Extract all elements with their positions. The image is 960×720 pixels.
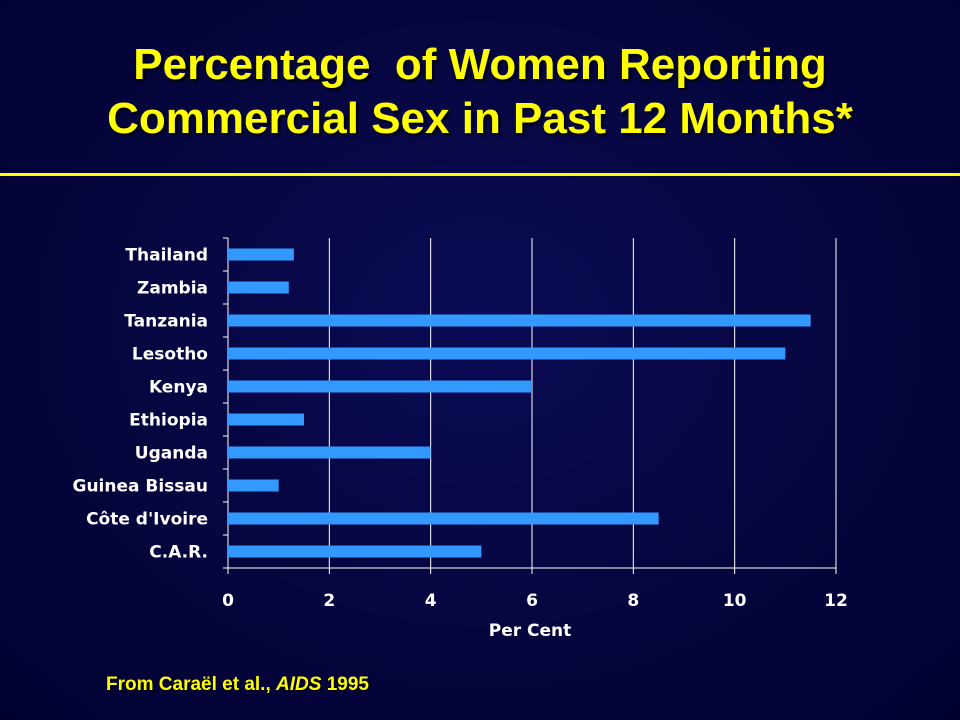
slide-title: Percentage of Women Reporting Commercial… xyxy=(0,38,960,146)
x-tick-label: 2 xyxy=(323,591,335,611)
x-tick-label: 10 xyxy=(723,591,747,611)
bar xyxy=(228,545,482,558)
bar xyxy=(228,413,304,426)
bar xyxy=(228,248,294,261)
title-line-2: Commercial Sex in Past 12 Months* xyxy=(107,94,853,143)
bar xyxy=(228,479,279,492)
bar xyxy=(228,380,532,393)
category-label: C.A.R. xyxy=(149,543,208,563)
category-label: Thailand xyxy=(125,246,208,266)
category-label: Zambia xyxy=(137,279,208,299)
x-tick-label: 12 xyxy=(824,591,848,611)
title-divider xyxy=(0,173,960,176)
x-tick-label: 4 xyxy=(425,591,437,611)
x-tick-label: 6 xyxy=(526,591,538,611)
category-label: Kenya xyxy=(149,378,208,398)
x-axis-title: Per Cent xyxy=(489,621,572,641)
x-tick-label: 8 xyxy=(627,591,639,611)
category-label: Côte d'Ivoire xyxy=(86,510,208,530)
category-label: Tanzania xyxy=(124,312,208,332)
source-prefix: From Caraël et al., xyxy=(106,674,277,695)
source-citation: From Caraël et al., AIDS 1995 xyxy=(106,674,369,696)
category-label: Guinea Bissau xyxy=(72,477,208,497)
bar xyxy=(228,446,431,459)
category-label: Lesotho xyxy=(132,345,208,365)
bar xyxy=(228,314,811,327)
category-label: Ethiopia xyxy=(129,411,208,431)
source-year: 1995 xyxy=(321,674,369,695)
bar xyxy=(228,512,659,525)
bar xyxy=(228,347,786,360)
source-journal: AIDS xyxy=(276,674,322,695)
title-line-1: Percentage of Women Reporting xyxy=(133,40,827,89)
bar xyxy=(228,281,289,294)
x-tick-label: 0 xyxy=(222,591,234,611)
category-label: Uganda xyxy=(135,444,208,464)
